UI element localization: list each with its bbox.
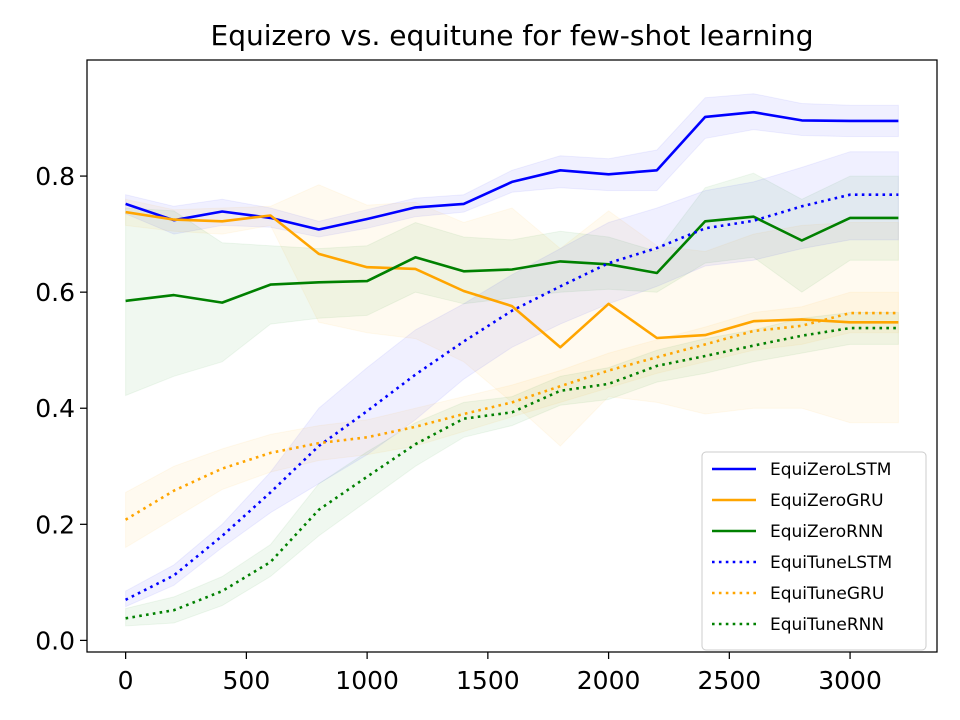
- band-equitunelstm: [125, 151, 899, 608]
- plot-frame: [86, 59, 938, 653]
- line-equitunelstm: [125, 193, 899, 601]
- x-axis: 0 500 1000 1500 2000 2500 3000: [118, 652, 882, 695]
- legend: EquiZeroLSTM EquiZeroGRU EquiZeroRNN EquiTu…: [701, 451, 927, 651]
- band-equitunernn: [125, 312, 899, 627]
- x-tick-label: 3000: [818, 666, 882, 695]
- legend-label: EquiZeroLSTM: [770, 460, 891, 480]
- x-tick-label: 0: [118, 666, 134, 695]
- legend-label: EquiZeroRNN: [770, 522, 883, 542]
- y-tick-label: 0.2: [35, 510, 75, 539]
- line-equitunegru: [124, 311, 899, 521]
- x-tick-label: 2500: [698, 666, 762, 695]
- y-tick-label: 0.8: [35, 162, 75, 191]
- series-lines: [124, 110, 899, 620]
- legend-label: EquiZeroGRU: [770, 491, 884, 511]
- x-tick-label: 2000: [577, 666, 641, 695]
- legend-box: [701, 451, 927, 651]
- y-tick-label: 0.4: [35, 394, 75, 423]
- legend-label: EquiTuneGRU: [770, 584, 884, 604]
- line-equitunernn: [125, 326, 899, 620]
- line-equizerogru: [125, 210, 899, 349]
- x-tick-label: 1500: [456, 666, 520, 695]
- chart-title: Equizero vs. equitune for few-shot learn…: [211, 19, 814, 52]
- line-equizerolstm: [125, 110, 899, 231]
- y-tick-label: 0.6: [35, 278, 75, 307]
- band-equizerolstm: [125, 93, 899, 238]
- legend-label: EquiTuneLSTM: [770, 553, 892, 573]
- line-equizerornn: [125, 215, 899, 304]
- y-tick-label: 0.0: [35, 626, 75, 655]
- band-equizerogru: [125, 184, 899, 447]
- x-tick-label: 500: [223, 666, 271, 695]
- band-equizerornn: [125, 172, 899, 397]
- legend-label: EquiTuneRNN: [770, 615, 884, 635]
- x-tick-label: 1000: [335, 666, 399, 695]
- y-axis: 0.0 0.2 0.4 0.6 0.8: [35, 162, 87, 655]
